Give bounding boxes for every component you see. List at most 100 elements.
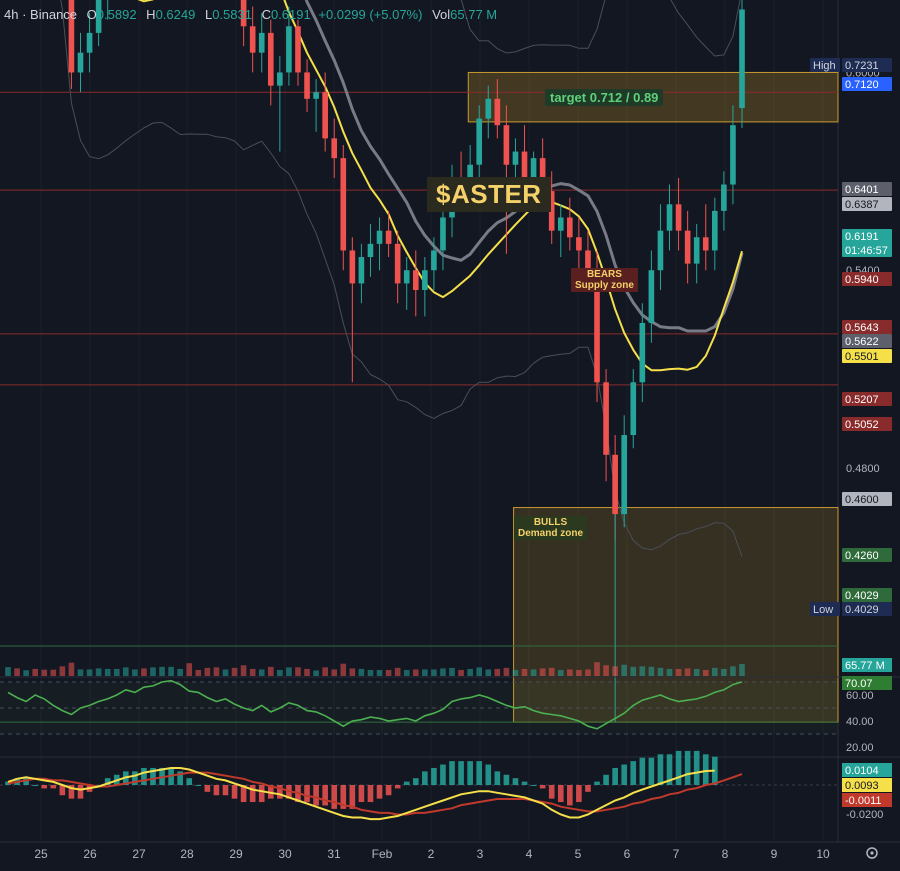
volume-bar-38 bbox=[349, 668, 356, 676]
volume-tag: 65.77 M bbox=[845, 660, 885, 672]
price-tag-bg-1 bbox=[842, 77, 892, 91]
time-tick-5: 5 bbox=[575, 847, 582, 861]
volume-bar-58 bbox=[530, 669, 537, 676]
macd-hist-64 bbox=[585, 785, 591, 792]
rsi-tag-bg bbox=[842, 676, 892, 690]
macd-hist-76 bbox=[693, 750, 700, 785]
volume-bar-11 bbox=[104, 668, 111, 676]
volume-bar-80 bbox=[730, 666, 736, 676]
time-tick-27: 27 bbox=[132, 847, 146, 861]
macd-tag-bg-0 bbox=[842, 763, 892, 777]
time-tick-26: 26 bbox=[83, 847, 97, 861]
candle-body-57 bbox=[521, 151, 528, 178]
low-label: L bbox=[204, 7, 213, 22]
volume-bar-9 bbox=[86, 669, 93, 676]
macd-hist-71 bbox=[648, 757, 655, 785]
price-tag-bg-5 bbox=[842, 272, 892, 286]
volume-bar-75 bbox=[684, 668, 691, 676]
macd-hist-75 bbox=[684, 750, 691, 785]
volume-value: 65.77 M bbox=[450, 7, 498, 22]
volume-bar-35 bbox=[322, 667, 328, 676]
price-tag-0.5940: 0.5940 bbox=[845, 274, 879, 286]
price-tag-bg-0 bbox=[842, 58, 892, 72]
volume-bar-18 bbox=[168, 666, 174, 676]
volume-bar-17 bbox=[159, 666, 165, 676]
candle-body-34 bbox=[313, 92, 319, 99]
volume-bar-57 bbox=[521, 668, 528, 676]
volume-bar-6 bbox=[59, 666, 66, 676]
candle-body-77 bbox=[702, 237, 709, 251]
macd-tag--0.0011: -0.0011 bbox=[845, 795, 882, 807]
volume-bar-52 bbox=[476, 667, 483, 676]
candle-body-62 bbox=[567, 217, 573, 238]
macd-hist-69 bbox=[630, 761, 637, 785]
volume-bar-4 bbox=[41, 669, 48, 676]
candle-body-43 bbox=[394, 243, 401, 284]
candle-body-29 bbox=[267, 32, 274, 86]
volume-bar-10 bbox=[95, 668, 102, 676]
candle-body-10 bbox=[95, 0, 102, 33]
macd-hist-70 bbox=[639, 757, 646, 785]
volume-bar-36 bbox=[331, 669, 338, 676]
candle-body-47 bbox=[431, 250, 437, 271]
candle-body-58 bbox=[530, 158, 537, 178]
macd-hist-53 bbox=[485, 764, 492, 785]
time-tick-28: 28 bbox=[180, 847, 194, 861]
candle-body-9 bbox=[86, 32, 93, 53]
macd-hist-61 bbox=[557, 785, 564, 803]
candle-body-55 bbox=[503, 125, 510, 165]
volume-bar-66 bbox=[603, 665, 609, 676]
price-tag-bg-8 bbox=[842, 349, 892, 363]
time-tick-31: 31 bbox=[327, 847, 341, 861]
macd-hist-6 bbox=[59, 785, 66, 796]
volume-bar-39 bbox=[358, 668, 365, 676]
macd-hist-26 bbox=[240, 785, 247, 803]
macd-hist-51 bbox=[467, 761, 473, 785]
timeframe[interactable]: 4h bbox=[4, 7, 19, 22]
time-tick-29: 29 bbox=[229, 847, 243, 861]
candle-body-8 bbox=[77, 52, 84, 73]
candle-body-59 bbox=[539, 158, 546, 192]
volume-bar-63 bbox=[576, 669, 582, 676]
macd-hist-58 bbox=[530, 785, 537, 786]
candle-body-74 bbox=[675, 204, 682, 231]
macd-hist-57 bbox=[521, 781, 528, 785]
volume-bar-2 bbox=[23, 670, 29, 676]
price-tag-label-high: High bbox=[813, 60, 836, 72]
price-tag-0.5207: 0.5207 bbox=[845, 394, 879, 406]
volume-bar-64 bbox=[585, 669, 591, 676]
volume-bar-74 bbox=[675, 668, 682, 676]
volume-bar-25 bbox=[231, 667, 238, 676]
price-tag-bg-7 bbox=[842, 334, 892, 348]
time-tick-25: 25 bbox=[34, 847, 48, 861]
candle-body-44 bbox=[403, 270, 410, 284]
macd-hist-23 bbox=[213, 785, 220, 796]
macd-hist-40 bbox=[367, 785, 374, 803]
volume-bar-5 bbox=[50, 669, 57, 676]
price-tag-0.6191: 0.6191 bbox=[845, 231, 879, 243]
volume-bar-49 bbox=[449, 667, 455, 676]
macd-tag-bg-2 bbox=[842, 793, 892, 807]
price-tag-bg-13 bbox=[842, 588, 892, 602]
macd-hist-67 bbox=[612, 767, 618, 785]
time-tick-30: 30 bbox=[278, 847, 292, 861]
rsi-line bbox=[7, 679, 743, 730]
volume-bar-41 bbox=[376, 669, 383, 676]
volume-bar-0 bbox=[5, 667, 11, 676]
candle-body-36 bbox=[331, 138, 338, 159]
volume-bar-44 bbox=[403, 669, 410, 676]
macd-hist-48 bbox=[440, 764, 446, 785]
candle-body-31 bbox=[286, 26, 292, 73]
price-tag-bg-4 bbox=[842, 229, 892, 257]
macd-hist-21 bbox=[195, 785, 202, 786]
gear-ring bbox=[866, 847, 878, 859]
volume-bar-71 bbox=[648, 666, 655, 676]
candle-body-45 bbox=[412, 270, 419, 291]
candle-body-80 bbox=[730, 125, 736, 185]
volume-bar-45 bbox=[412, 669, 419, 676]
settings-gear-icon[interactable] bbox=[866, 847, 878, 859]
macd-hist-14 bbox=[132, 771, 138, 785]
volume-bar-78 bbox=[712, 667, 718, 676]
